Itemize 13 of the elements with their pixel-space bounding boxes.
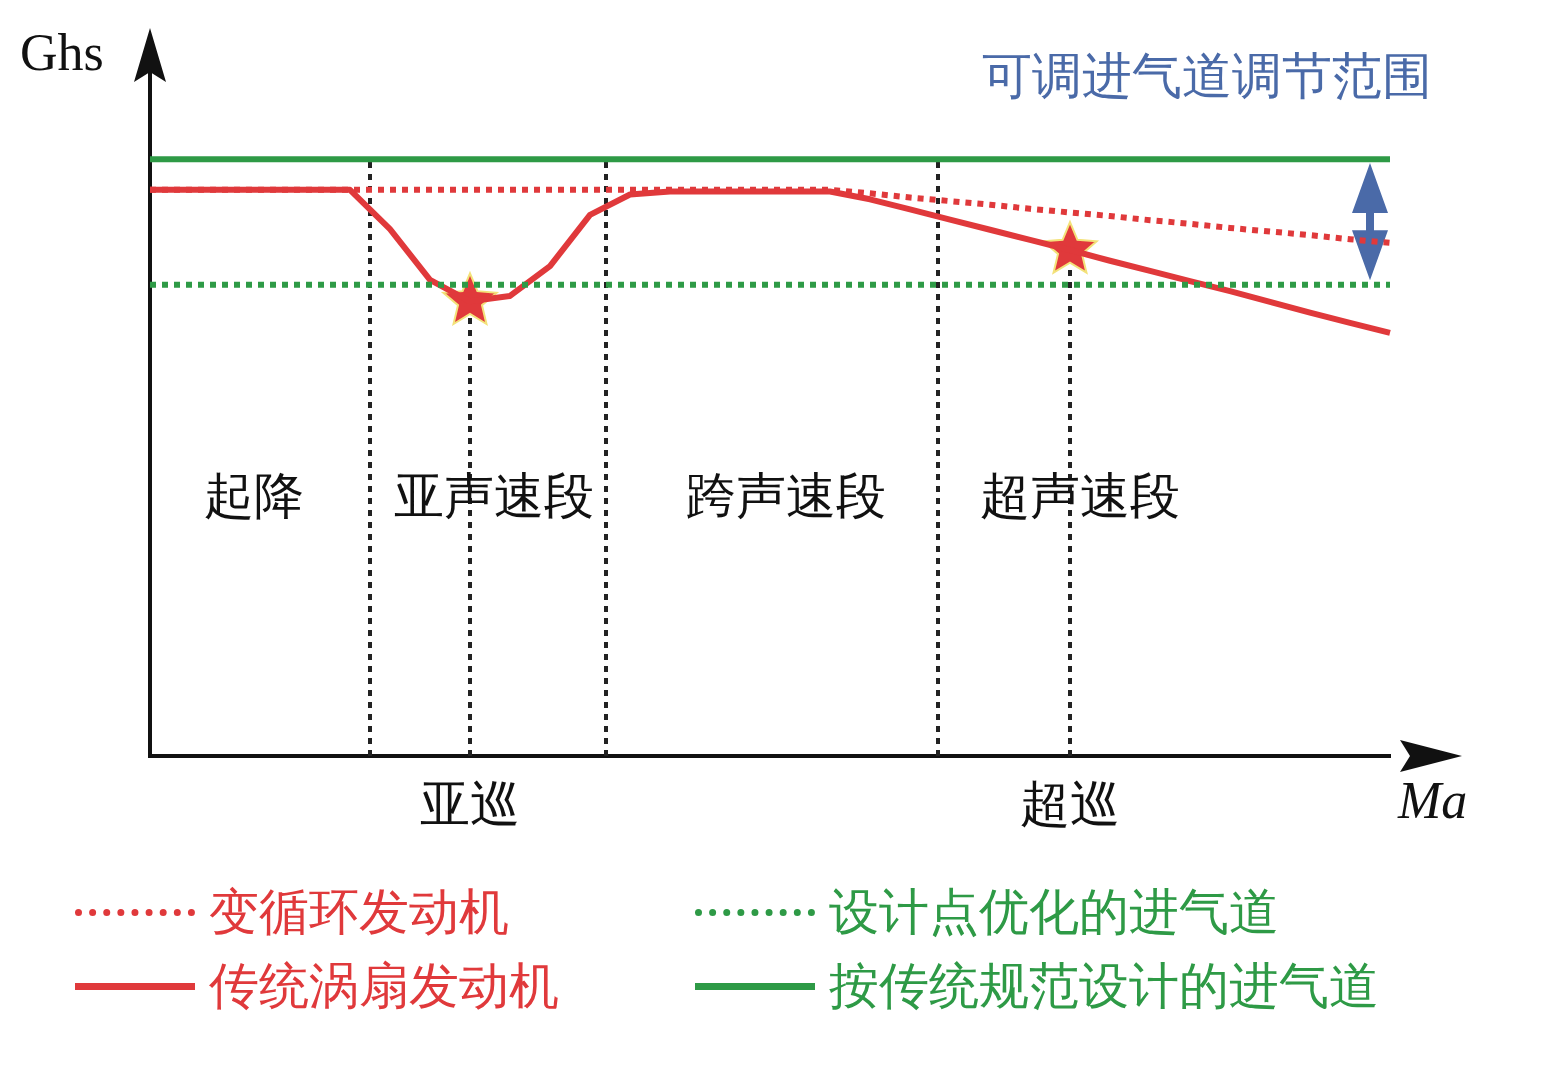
y-axis-title: Ghs (20, 23, 104, 81)
x-tick-label: 超巡 (1020, 776, 1120, 833)
text: 可调进气道调节范围 (982, 48, 1432, 105)
legend-label: 设计点优化的进气道 (829, 883, 1279, 942)
x-tick-label: 亚巡 (420, 776, 520, 833)
x-axis-title: Ma (1397, 771, 1468, 829)
annotation: 超声速段 (980, 467, 1180, 524)
legend-label: 传统涡扇发动机 (209, 957, 559, 1016)
legend-label: 变循环发动机 (209, 883, 509, 942)
legend-label: 按传统规范设计的进气道 (829, 957, 1379, 1016)
annotation: 亚声速段 (394, 467, 594, 524)
annotation: 起降 (204, 467, 304, 524)
annotation: 跨声速段 (686, 467, 886, 524)
